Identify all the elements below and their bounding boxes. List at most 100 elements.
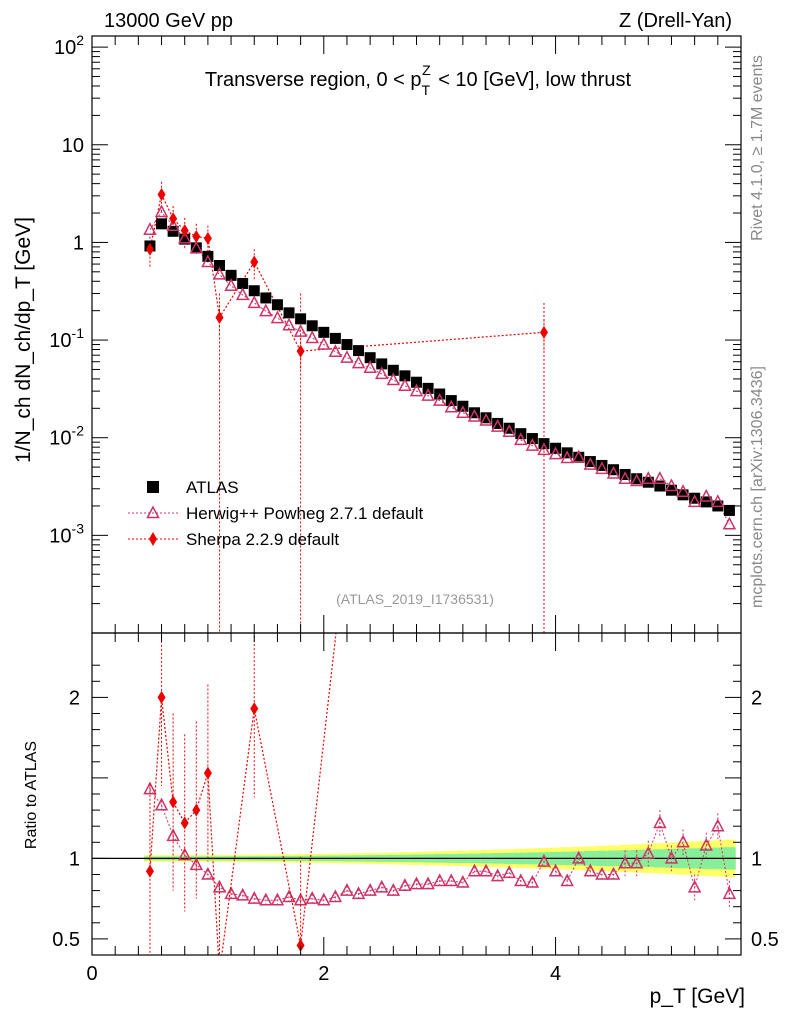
herwig-ratio-point	[305, 891, 319, 904]
herwig-ratio-point	[676, 834, 690, 848]
herwig-ratio-point	[212, 879, 227, 893]
herwig-point	[722, 516, 737, 530]
atlas-point	[364, 352, 376, 364]
y-tick-label: 10-1	[49, 325, 84, 352]
herwig-point	[444, 399, 459, 413]
herwig-ratio-point	[143, 781, 157, 795]
herwig-ratio-point	[444, 873, 459, 887]
herwig-point	[177, 230, 192, 244]
herwig-point	[548, 446, 563, 460]
chart-marks	[92, 181, 741, 979]
ratio-panel-marks	[92, 633, 741, 979]
inner-title: Transverse region, 0 < pTZ < 10 [GeV], l…	[205, 62, 632, 98]
sherpa-ratio-point	[215, 966, 223, 979]
herwig-ratio-point	[189, 857, 204, 871]
herwig-point	[572, 449, 586, 463]
herwig-ratio-point	[235, 887, 250, 901]
herwig-ratio-point	[351, 886, 366, 900]
herwig-ratio-point	[548, 863, 563, 877]
herwig-point	[201, 254, 215, 268]
atlas-point	[677, 489, 689, 501]
atlas-point	[283, 307, 295, 319]
herwig-point	[525, 437, 540, 451]
legend: ATLAS Herwig++ Powheg 2.7.1 default Sherpa…	[128, 478, 423, 549]
herwig-ratio-point	[537, 854, 551, 867]
atlas-point	[642, 476, 654, 488]
atlas-point	[608, 464, 620, 476]
sherpa-point	[145, 242, 154, 256]
herwig-point	[328, 344, 343, 357]
herwig-point	[421, 387, 435, 401]
atlas-point	[376, 358, 388, 370]
sherpa-point	[296, 344, 305, 358]
sherpa-ratio-point	[169, 795, 178, 809]
analysis-watermark: (ATLAS_2019_I1736531)	[336, 591, 494, 607]
herwig-point	[583, 457, 598, 470]
herwig-point	[363, 360, 377, 374]
sherpa-point	[215, 311, 224, 325]
herwig-point	[270, 310, 285, 324]
herwig-ratio-point	[490, 868, 505, 882]
x-tick-label: 4	[550, 963, 561, 985]
herwig-ratio-point	[595, 866, 609, 880]
top-panel-marks	[143, 181, 737, 633]
herwig-ratio-point	[467, 863, 482, 877]
sherpa-point	[157, 187, 166, 201]
atlas-point	[329, 332, 341, 344]
herwig-point	[664, 478, 679, 492]
herwig-point	[409, 383, 424, 397]
sherpa-ratio-point	[296, 938, 305, 952]
sherpa-point	[539, 325, 548, 339]
herwig-point	[351, 355, 366, 369]
herwig-point	[166, 218, 180, 232]
herwig-point	[398, 378, 412, 392]
atlas-point	[295, 313, 307, 325]
atlas-point	[213, 260, 225, 272]
legend-sherpa-marker	[149, 532, 157, 546]
sherpa-point	[250, 255, 259, 269]
sherpa-ratio-point	[203, 766, 212, 780]
herwig-ratio-point	[722, 886, 737, 900]
herwig-ratio-point	[502, 865, 516, 879]
herwig-ratio-point	[629, 855, 644, 869]
ratio-axis-label: Ratio to ATLAS	[23, 741, 40, 849]
herwig-point	[687, 494, 702, 508]
rivet-version-label: Rivet 4.1.0, ≥ 1.7M events	[749, 55, 766, 241]
mcplots-label: mcplots.cern.ch [arXiv:1306.3436]	[749, 366, 766, 608]
sherpa-ratio-point	[180, 816, 189, 830]
herwig-point	[317, 336, 331, 350]
herwig-ratio-point	[432, 873, 447, 887]
legend-herwig-marker	[146, 505, 160, 519]
sherpa-ratio-point	[145, 864, 154, 878]
herwig-point	[467, 408, 482, 422]
atlas-point	[156, 218, 168, 230]
sherpa-ratio-point	[157, 690, 166, 704]
atlas-point	[480, 412, 492, 424]
axis-labels: 10-3 10-2 10-1 1 10 102 0.5 0.5 1 1 2 2 0 2 4 13000 GeV…	[12, 10, 779, 1008]
atlas-point	[596, 459, 608, 471]
herwig-point	[212, 266, 227, 280]
herwig-ratio-point	[363, 882, 377, 896]
herwig-ratio-point	[618, 855, 632, 869]
herwig-point	[699, 488, 713, 502]
herwig-ratio-point	[456, 874, 470, 888]
herwig-point	[259, 303, 273, 317]
herwig-ratio-point	[166, 828, 180, 842]
x-tick-label: 2	[318, 963, 329, 985]
legend-atlas-label: ATLAS	[186, 478, 239, 497]
herwig-ratio-point	[259, 892, 273, 906]
herwig-point	[305, 330, 319, 344]
herwig-ratio-point	[282, 889, 296, 903]
ratio-frame	[91, 632, 742, 956]
herwig-ratio-point	[560, 873, 574, 887]
sherpa-ratio-line	[149, 633, 337, 955]
atlas-point	[468, 407, 480, 419]
herwig-ratio-point	[653, 815, 667, 829]
herwig-point	[479, 412, 493, 426]
herwig-point	[293, 324, 308, 337]
sherpa-line	[149, 192, 545, 352]
herwig-ratio-point	[374, 879, 389, 893]
atlas-point	[237, 277, 249, 289]
ratio-tick-label: 0.5	[52, 929, 80, 951]
